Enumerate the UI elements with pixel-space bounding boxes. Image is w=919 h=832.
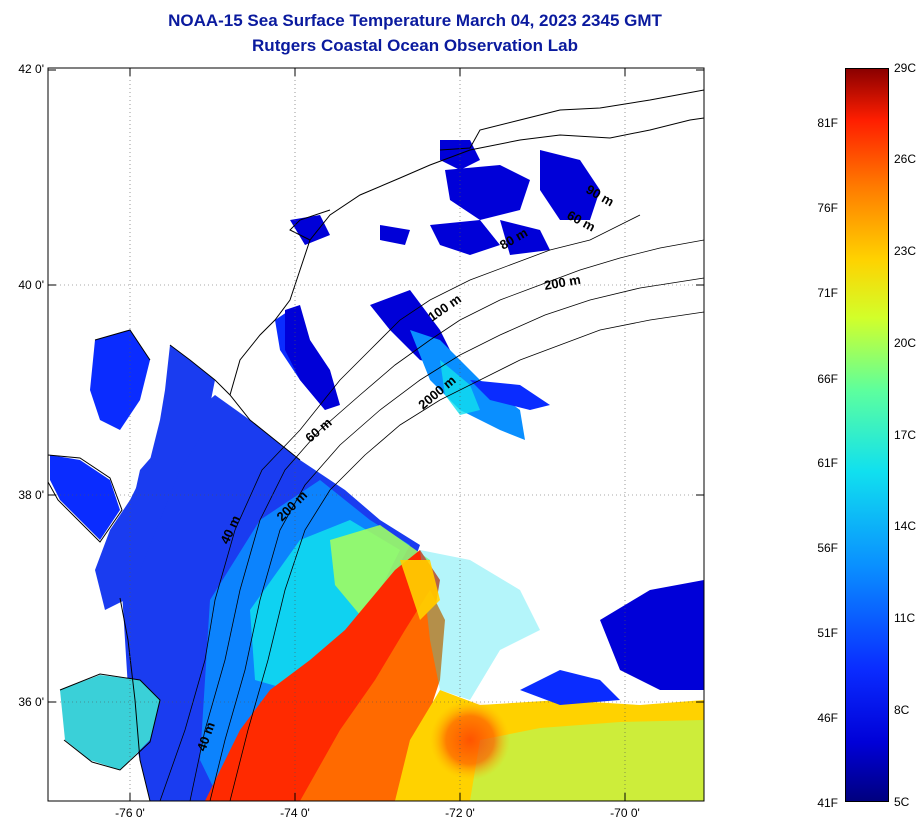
colorbar-f-label: 66F (817, 372, 838, 386)
lon-label: -74 0' (280, 806, 310, 820)
coastline (48, 89, 704, 801)
colorbar-f-label: 71F (817, 286, 838, 300)
map-subtitle: Rutgers Coastal Ocean Observation Lab (252, 36, 578, 55)
colorbar-c-label: 5C (894, 795, 910, 809)
colorbar-f-label: 41F (817, 796, 838, 810)
lat-label: 42 0' (18, 62, 44, 76)
bathymetry-contours (159, 214, 704, 801)
colorbar-f-label: 56F (817, 541, 838, 555)
colorbar-c-label: 11C (894, 611, 916, 625)
map-title: NOAA-15 Sea Surface Temperature March 04… (168, 11, 662, 30)
colorbar-f-label: 51F (817, 626, 838, 640)
lon-label: -76 0' (115, 806, 145, 820)
axis-ticks (48, 68, 704, 801)
colorbar-c-label: 26C (894, 152, 917, 166)
colorbar-c-label: 29C (894, 61, 917, 75)
colorbar-c-label: 23C (894, 244, 917, 258)
lat-label: 36 0' (18, 695, 44, 709)
graticule (48, 68, 704, 801)
colorbar-f-label: 76F (817, 201, 838, 215)
colorbar-c-label: 14C (894, 519, 917, 533)
warm-band-green (470, 720, 704, 801)
chesapeake-west (50, 455, 120, 540)
speckle-band (400, 550, 540, 700)
colorbar-f-label: 61F (817, 456, 838, 470)
colorbar-f-label: 81F (817, 116, 838, 130)
lat-label: 40 0' (18, 278, 44, 292)
colorbar-f-label: 46F (817, 711, 838, 725)
chesapeake-bay (95, 345, 215, 610)
colorbar-c-label: 20C (894, 336, 917, 350)
colorbar-c-label: 17C (894, 428, 917, 442)
map-frame (47, 67, 705, 802)
upper-bay (90, 330, 150, 430)
lon-label: -70 0' (610, 806, 640, 820)
lat-label: 38 0' (18, 488, 44, 502)
temperature-colorbar (845, 68, 889, 802)
lon-label: -72 0' (445, 806, 475, 820)
colorbar-c-label: 8C (894, 703, 910, 717)
contour-label: 200 m (543, 272, 582, 293)
offshore-blue-plume (410, 330, 550, 440)
